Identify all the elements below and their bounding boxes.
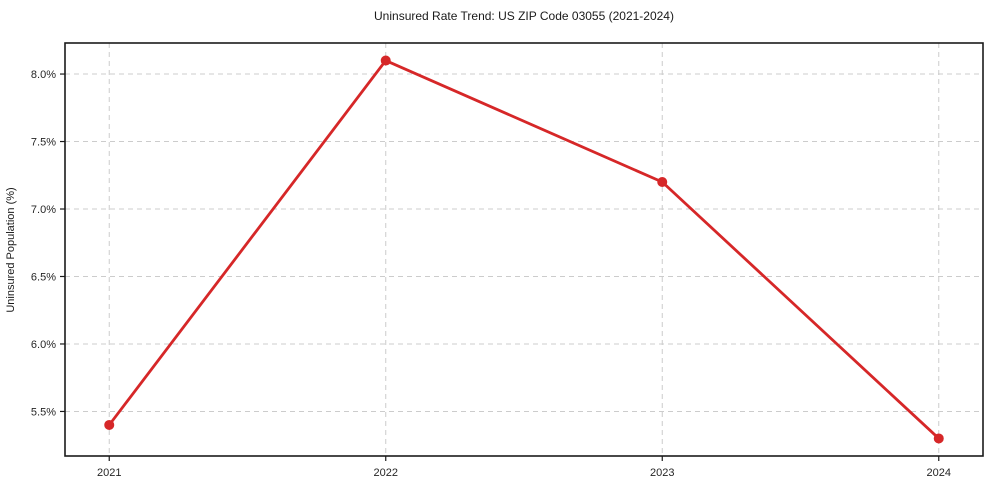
data-point-marker	[657, 177, 668, 188]
y-tick-label: 8.0%	[31, 69, 56, 81]
data-point-marker	[933, 433, 944, 444]
y-tick-label: 7.5%	[31, 137, 56, 149]
trend-line	[107, 59, 941, 440]
data-point-marker	[104, 419, 115, 430]
x-tick-label: 2024	[927, 467, 951, 479]
y-axis-label: Uninsured Population (%)	[5, 187, 17, 312]
x-tick-label: 2021	[97, 467, 121, 479]
tick-layer: 5.5% 6.0% 6.5% 7.0% 7.5% 8.0% 2021 2022 2023 2024	[31, 69, 951, 479]
chart-title: Uninsured Rate Trend: US ZIP Code 03055 …	[374, 9, 674, 23]
y-tick-label: 6.5%	[31, 271, 56, 283]
y-tick-label: 6.0%	[31, 339, 56, 351]
grid-layer	[65, 43, 983, 456]
data-point-marker	[380, 55, 391, 66]
x-tick-label: 2022	[374, 467, 398, 479]
y-tick-label: 7.0%	[31, 204, 56, 216]
plot-frame	[64, 42, 984, 457]
x-tick-label: 2023	[650, 467, 674, 479]
data-series	[104, 55, 944, 444]
y-tick-label: 5.5%	[31, 406, 56, 418]
